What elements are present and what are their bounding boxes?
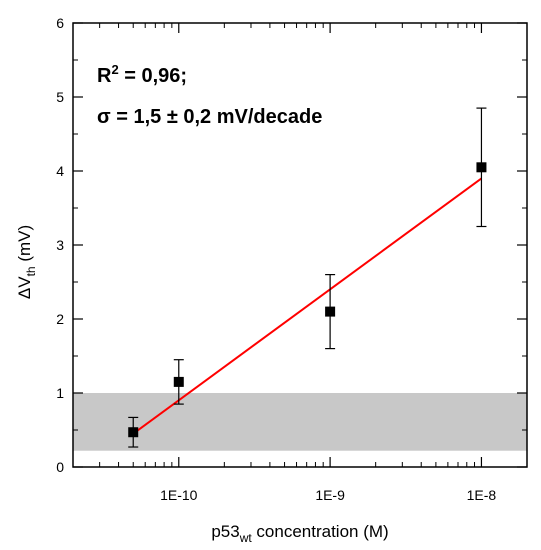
data-point [174,377,184,387]
y-tick-label: 5 [56,89,64,105]
y-tick-label: 2 [56,311,64,327]
y-tick-label: 4 [56,163,64,179]
y-tick-label: 3 [56,237,64,253]
data-point [476,162,486,172]
x-tick-label: 1E-9 [315,487,345,503]
annotation-sigma: σ = 1,5 ± 0,2 mV/decade [97,106,322,128]
x-tick-label: 1E-8 [467,487,497,503]
x-axis-title: p53wt concentration (M) [211,522,388,545]
x-tick-label: 1E-10 [160,487,198,503]
noise-band [73,393,527,451]
data-point [325,307,335,317]
annotation-r-squared: R2 = 0,96; [97,62,187,87]
y-tick-label: 0 [56,459,64,475]
y-tick-label: 6 [56,15,64,31]
y-axis-title: ΔVth (mV) [15,225,38,299]
noise-band-layer [73,393,527,451]
y-tick-label: 1 [56,385,64,401]
data-point [128,427,138,437]
